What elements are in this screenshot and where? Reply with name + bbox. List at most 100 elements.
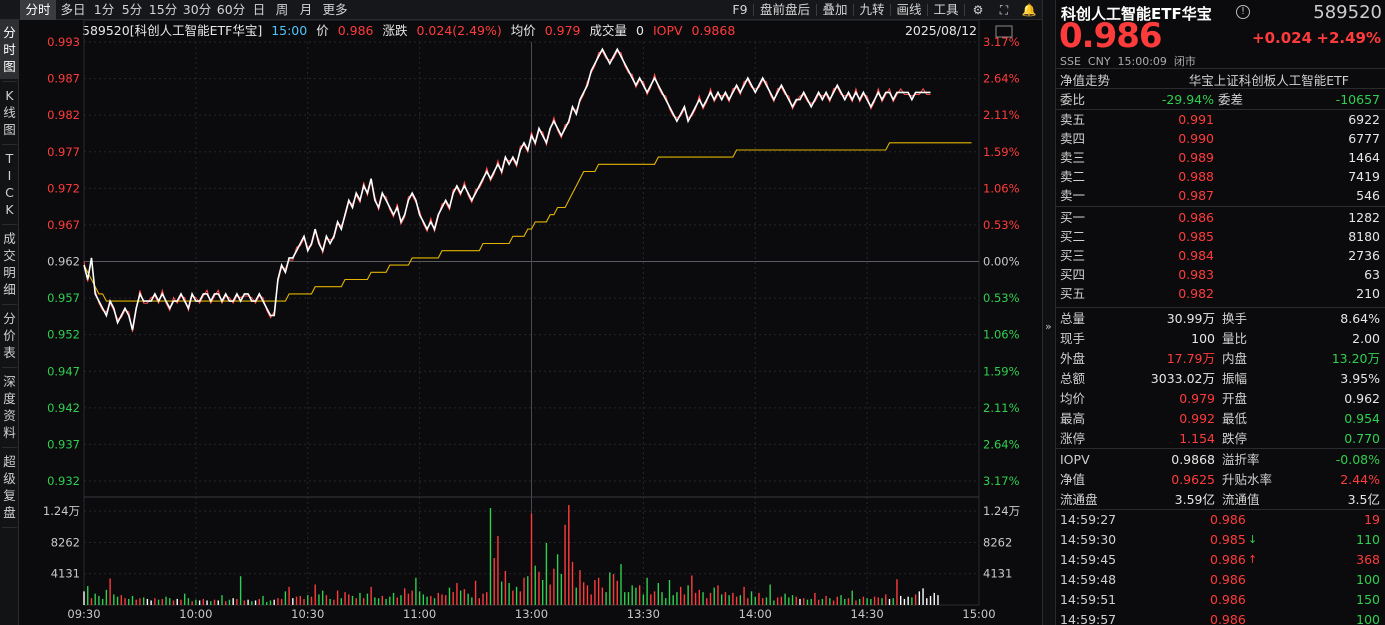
toolbar-tab-2[interactable]: 1分 — [93, 2, 115, 17]
stat-value: 30.99万 — [1166, 311, 1215, 326]
bid-row[interactable]: 买四 0.983 63 — [1060, 265, 1380, 284]
stat-label: 流通盘 — [1060, 492, 1098, 507]
stat-row: 流通盘 3.59亿 流通值 3.5亿 — [1060, 490, 1380, 509]
price-line — [83, 47, 931, 331]
tick-row: 14:59:51 0.986 150 — [1060, 590, 1380, 609]
stat-label: 均价 — [1060, 391, 1086, 406]
tick-arrow-icon: ↓ — [1248, 533, 1258, 546]
toolbar-tab-5[interactable]: 30分 — [182, 2, 212, 17]
tick-row: 14:59:48 0.986 100 — [1060, 570, 1380, 589]
bell-icon[interactable]: 🔔 — [1021, 3, 1037, 17]
volume-tick-label-right: 4131 — [983, 567, 1012, 581]
info-code-name: 589520[科创人工智能ETF华宝] — [82, 23, 263, 38]
stat-row: 均价 0.979 开盘 0.962 — [1060, 389, 1380, 408]
side-tab-0[interactable]: 分时图 — [0, 20, 19, 79]
stat-label: 升贴水率 — [1222, 472, 1273, 487]
toolbar-button-5[interactable]: 工具 — [933, 2, 959, 17]
toolbar-tab-3[interactable]: 5分 — [121, 2, 143, 17]
toolbar-divider — [753, 4, 754, 16]
toolbar-button-3[interactable]: 九转 — [859, 2, 885, 17]
bid-row[interactable]: 买五 0.982 210 — [1060, 284, 1380, 303]
price-tick-label: 0.977 — [47, 145, 80, 159]
chevron-right-icon[interactable]: » — [1045, 320, 1052, 333]
bid-label: 买一 — [1060, 210, 1086, 225]
bid-row[interactable]: 买三 0.984 2736 — [1060, 246, 1380, 265]
side-tab-4[interactable]: 分价表 — [3, 311, 16, 360]
bid-row[interactable]: 买一 0.986 1282 — [1060, 208, 1380, 227]
chart-settings-icon — [995, 25, 1013, 38]
nav-trend-link[interactable]: 净值走势 — [1060, 73, 1111, 88]
stat-row: 总量 30.99万 换手 8.64% — [1060, 309, 1380, 328]
pct-tick-label: 0.53% — [983, 291, 1020, 305]
toolbar-tab-4[interactable]: 15分 — [148, 2, 178, 17]
time-tick-label: 11:00 — [403, 607, 436, 621]
toolbar-tab-8[interactable]: 周 — [275, 2, 289, 17]
time-tick-label: 14:00 — [739, 607, 772, 621]
ask-price: 0.991 — [1178, 112, 1214, 127]
stat-label: 内盘 — [1222, 351, 1248, 366]
time-tick-label: 13:00 — [515, 607, 548, 621]
bid-price: 0.982 — [1178, 286, 1214, 301]
time-tick-label: 09:30 — [67, 607, 100, 621]
toolbar-tab-7[interactable]: 日 — [252, 2, 266, 17]
maximize-icon[interactable]: ⛶ — [999, 3, 1009, 17]
toolbar-tab-10[interactable]: 更多 — [322, 2, 348, 17]
side-tab-5[interactable]: 深度资料 — [3, 374, 16, 440]
intraday-chart[interactable]: 0.993 3.17% 0.987 2.64% 0.982 2.11% 0.977 1.59%… — [0, 0, 1042, 625]
side-tab-6[interactable]: 超级复盘 — [3, 454, 16, 520]
ask-row[interactable]: 卖一 0.987 546 — [1060, 186, 1380, 205]
stat-label: 总量 — [1060, 311, 1086, 326]
toolbar-button-4[interactable]: 画线 — [896, 2, 922, 17]
toolbar-tab-9[interactable]: 月 — [299, 2, 313, 17]
stat-value: 0.992 — [1179, 411, 1215, 426]
pct-tick-label: 2.64% — [983, 72, 1020, 86]
price-tick-label: 0.952 — [47, 328, 80, 342]
stat-value: 0.954 — [1344, 411, 1380, 426]
ask-row[interactable]: 卖五 0.991 6922 — [1060, 110, 1380, 129]
ask-row[interactable]: 卖二 0.988 7419 — [1060, 167, 1380, 186]
tick-volume: 100 — [1356, 572, 1380, 587]
toolbar-divider — [853, 4, 854, 16]
info-vol-label: 成交量 — [589, 23, 628, 38]
bid-price: 0.986 — [1178, 210, 1214, 225]
info-price-label: 价 — [316, 23, 329, 38]
stat-row: 最高 0.992 最低 0.954 — [1060, 409, 1380, 428]
toolbar-tab-0[interactable]: 分时 — [20, 0, 56, 20]
tick-price: 0.986 — [1210, 612, 1246, 625]
toolbar-button-1[interactable]: 盘前盘后 — [759, 2, 810, 17]
toolbar-button-0[interactable]: F9 — [732, 2, 748, 17]
pct-tick-label: 1.06% — [983, 328, 1020, 342]
price-tick-label: 0.957 — [47, 291, 80, 305]
bid-row[interactable]: 买二 0.985 8180 — [1060, 227, 1380, 246]
toolbar-tab-1[interactable]: 多日 — [60, 2, 86, 17]
tick-time: 14:59:51 — [1060, 592, 1117, 607]
tick-arrow-icon: ↑ — [1248, 553, 1258, 566]
stat-row: 涨停 1.154 跌停 0.770 — [1060, 429, 1380, 448]
toolbar-tab-6[interactable]: 60分 — [216, 2, 246, 17]
side-tab-divider — [2, 447, 17, 448]
price-tick-label: 0.962 — [47, 255, 80, 269]
ask-row[interactable]: 卖四 0.990 6777 — [1060, 129, 1380, 148]
stat-value: 3.59亿 — [1174, 492, 1215, 507]
stat-label: 溢折率 — [1222, 452, 1260, 467]
volume-tick-label: 1.24万 — [43, 504, 80, 518]
price-tick-label: 0.982 — [47, 108, 80, 122]
gear-icon[interactable]: ⚙ — [972, 3, 984, 17]
stat-value: -0.08% — [1335, 452, 1380, 467]
side-tab-3[interactable]: 成交明细 — [3, 231, 16, 297]
toolbar-button-2[interactable]: 叠加 — [822, 2, 848, 17]
period-toolbar: 分时 多日 1分 5分 15分 30分 60分日周月更多 F9 盘前盘后 叠加 九转 画线 工具 ⚙ ⛶ 🔔 — [0, 0, 1042, 20]
stat-label: 净值 — [1060, 472, 1086, 487]
stat-value: 1.154 — [1179, 431, 1215, 446]
stat-label: 跌停 — [1222, 431, 1248, 446]
tick-price: 0.985 — [1210, 532, 1246, 547]
ask-row[interactable]: 卖三 0.989 1464 — [1060, 148, 1380, 167]
pct-tick-label: 1.59% — [983, 145, 1020, 159]
panel-collapse-strip[interactable]: » — [1042, 0, 1056, 625]
pct-tick-label: 1.59% — [983, 364, 1020, 378]
bid-label: 买三 — [1060, 248, 1086, 263]
info-circle-icon[interactable]: ! — [1236, 5, 1250, 19]
toolbar-divider — [816, 4, 817, 16]
